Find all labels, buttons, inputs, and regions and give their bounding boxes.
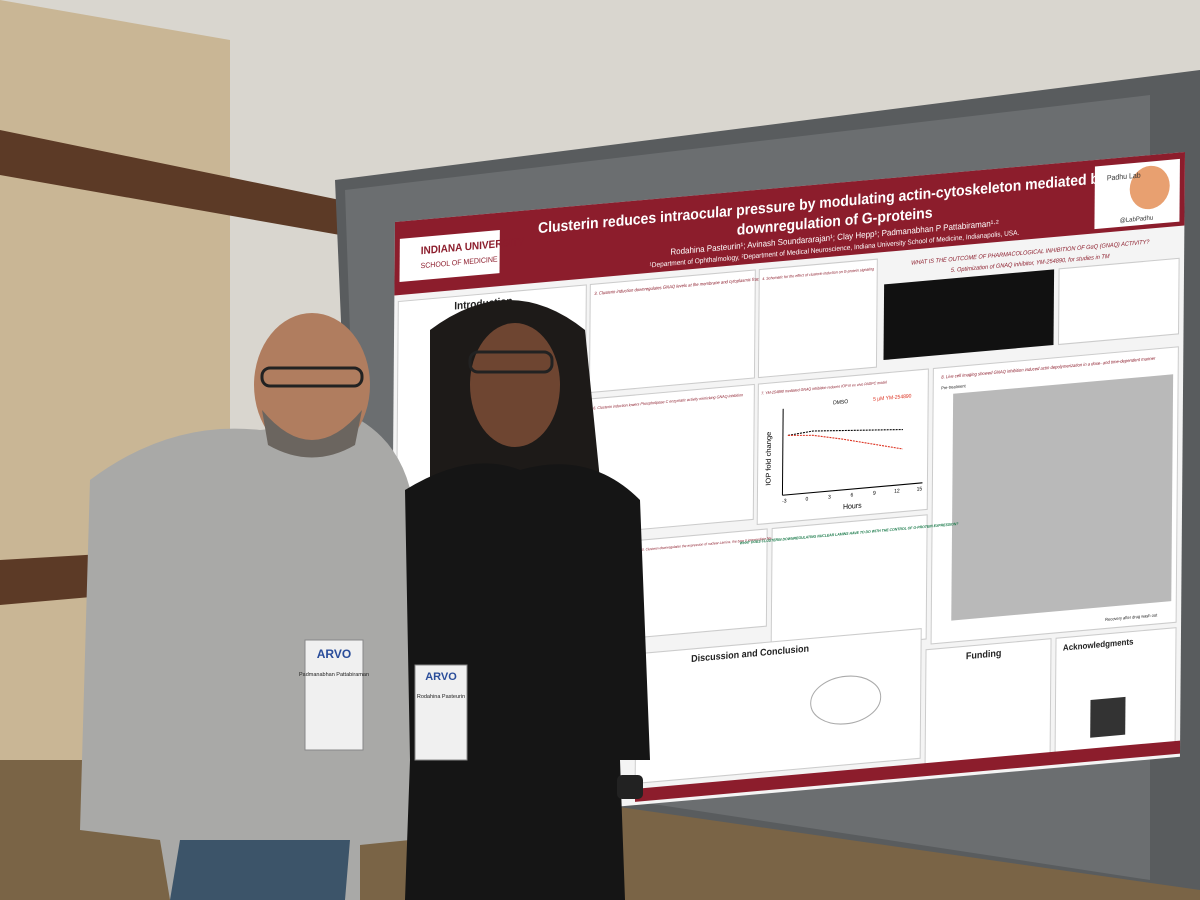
qr-code: [1090, 696, 1126, 738]
glasses: [468, 350, 554, 374]
lab-name: Padhu Lab: [1107, 170, 1141, 182]
graph-line: [787, 434, 903, 450]
badge-name: Rodahina Pasteurin: [417, 694, 465, 700]
graph-tick-label: 6: [850, 492, 853, 498]
badge-brand: ARVO: [425, 671, 457, 683]
panel: [588, 269, 756, 394]
label: Pre-treatment: [941, 383, 966, 390]
person-left: ARVO Padmanabhan Pattabiraman: [80, 313, 415, 900]
title-band: [394, 152, 1185, 296]
graph-tick-label: 12: [894, 488, 900, 495]
badge-brand: ARVO: [317, 647, 351, 661]
graph-y-label: IOP fold change: [764, 431, 773, 486]
watch: [617, 775, 643, 799]
badge: [414, 664, 468, 761]
wood-trim: [0, 130, 340, 235]
jacket: [80, 420, 415, 900]
graph-tick-label: 15: [917, 486, 923, 493]
black-outfit: [405, 463, 650, 900]
beard: [262, 410, 362, 458]
axis: [782, 482, 923, 496]
jeans: [170, 840, 350, 900]
axis: [781, 408, 784, 496]
label: Recovery after drug wash out: [1105, 612, 1158, 622]
graph-ticks: -3 0 3 6 9 12 15: [782, 486, 922, 505]
face: [470, 323, 560, 447]
handle: @LabPadhu: [1120, 214, 1154, 224]
cell-images: [951, 374, 1174, 621]
graph-tick-label: -3: [782, 498, 787, 505]
badge-name: Padmanabhan Pattabiraman: [299, 672, 369, 678]
eye-icon: [1129, 165, 1170, 210]
section-heading: Funding: [966, 648, 1002, 662]
diagram: [810, 675, 882, 725]
graph-line: [787, 428, 903, 436]
bottom-band: [634, 740, 1181, 802]
graph-tick-label: 3: [828, 494, 831, 500]
microscopy-grid: [883, 269, 1055, 361]
person-right: ARVO Rodahina Pasteurin: [405, 300, 650, 900]
bar-figure: [1057, 257, 1180, 346]
legend: 5 µM YM-254890: [873, 393, 911, 403]
badge: [304, 639, 364, 751]
graph-tick-label: 9: [873, 490, 876, 496]
logo-box: [399, 229, 500, 283]
graph-tick-label: 0: [805, 496, 808, 502]
graph-x-label: Hours: [843, 500, 862, 511]
glasses: [260, 366, 364, 388]
legend: DMSO: [833, 399, 848, 407]
panel: [757, 258, 878, 379]
